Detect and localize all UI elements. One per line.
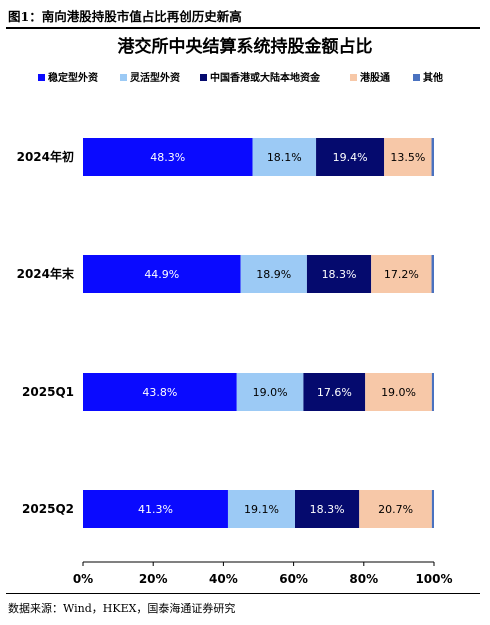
data-label-2-1: 44.9% bbox=[144, 268, 179, 281]
x-tick-label-2: 20% bbox=[139, 572, 168, 586]
x-axis-ticks: 0% 20% 40% 60% 80% 100% bbox=[73, 562, 453, 586]
data-label-4-3: 18.3% bbox=[310, 503, 345, 516]
data-label-2-3: 18.3% bbox=[322, 268, 357, 281]
bar-segment-1-1 bbox=[83, 138, 253, 176]
bar-segment-1-2 bbox=[252, 138, 317, 176]
category-label-4: 2025Q2 bbox=[22, 502, 74, 516]
bar-segment-3-4 bbox=[365, 373, 432, 411]
legend-label-3: 中国香港或大陆本地资金 bbox=[210, 71, 321, 84]
bar-segment-1-3 bbox=[316, 138, 385, 176]
data-label-3-4: 19.0% bbox=[381, 386, 416, 399]
bar-segment-1-5 bbox=[431, 138, 434, 176]
legend-swatch-5 bbox=[413, 74, 420, 81]
data-label-1-4: 13.5% bbox=[390, 151, 425, 164]
x-tick-label-3: 40% bbox=[209, 572, 238, 586]
data-label-4-4: 20.7% bbox=[378, 503, 413, 516]
bar-segment-2-1 bbox=[83, 255, 241, 293]
legend-label-1: 稳定型外资 bbox=[48, 71, 98, 84]
data-label-3-3: 17.6% bbox=[317, 386, 352, 399]
x-tick-label-6: 100% bbox=[415, 572, 452, 586]
data-label-1-3: 19.4% bbox=[333, 151, 368, 164]
x-tick-label-1: 0% bbox=[73, 572, 93, 586]
bar-segment-3-1 bbox=[83, 373, 237, 411]
bar-segment-2-4 bbox=[371, 255, 432, 293]
bar-segment-4-3 bbox=[295, 490, 360, 528]
bar-segment-3-3 bbox=[303, 373, 366, 411]
bar-segment-1-4 bbox=[384, 138, 432, 176]
bar-segment-2-3 bbox=[306, 255, 372, 293]
source-note: 数据来源：Wind，HKEX，国泰海通证券研究 bbox=[8, 602, 236, 615]
data-label-2-2: 18.9% bbox=[256, 268, 291, 281]
legend-swatch-4 bbox=[350, 74, 357, 81]
bar-segment-4-1 bbox=[83, 490, 228, 528]
bar-segment-4-2 bbox=[227, 490, 296, 528]
bar-segment-2-5 bbox=[431, 255, 434, 293]
caption-rule bbox=[6, 27, 480, 29]
category-axis: 2024年初 2024年末 2025Q1 2025Q2 bbox=[17, 149, 75, 516]
x-tick-label-5: 80% bbox=[349, 572, 378, 586]
figure-caption: 图1：南向港股持股市值占比再创历史新高 bbox=[8, 9, 242, 24]
x-tick-label-4: 60% bbox=[279, 572, 308, 586]
category-label-3: 2025Q1 bbox=[22, 385, 74, 399]
legend-swatch-1 bbox=[38, 74, 45, 81]
bar-area: 48.3% 18.1% 19.4% 13.5% 44.9% 18.9% 18.3% 17.2%… bbox=[83, 138, 434, 528]
chart-legend: 稳定型外资 灵活型外资 中国香港或大陆本地资金 港股通 其他 bbox=[38, 71, 443, 84]
data-label-3-2: 19.0% bbox=[253, 386, 288, 399]
bar-segment-4-4 bbox=[359, 490, 432, 528]
data-label-4-2: 19.1% bbox=[244, 503, 279, 516]
category-label-2: 2024年末 bbox=[17, 266, 75, 281]
category-label-1: 2024年初 bbox=[17, 149, 74, 164]
data-label-1-2: 18.1% bbox=[267, 151, 302, 164]
legend-label-2: 灵活型外资 bbox=[130, 71, 180, 84]
legend-label-4: 港股通 bbox=[360, 71, 390, 84]
bar-segment-3-2 bbox=[236, 373, 304, 411]
bar-segment-2-2 bbox=[240, 255, 307, 293]
source-rule bbox=[6, 593, 480, 594]
legend-swatch-3 bbox=[200, 74, 207, 81]
data-label-3-1: 43.8% bbox=[142, 386, 177, 399]
legend-swatch-2 bbox=[120, 74, 127, 81]
chart-title: 港交所中央结算系统持股金额占比 bbox=[118, 36, 373, 57]
data-label-4-1: 41.3% bbox=[138, 503, 173, 516]
bar-segment-3-5 bbox=[431, 373, 434, 411]
data-label-2-4: 17.2% bbox=[384, 268, 419, 281]
data-label-1-1: 48.3% bbox=[150, 151, 185, 164]
bar-segment-4-5 bbox=[431, 490, 434, 528]
legend-label-5: 其他 bbox=[423, 71, 443, 84]
